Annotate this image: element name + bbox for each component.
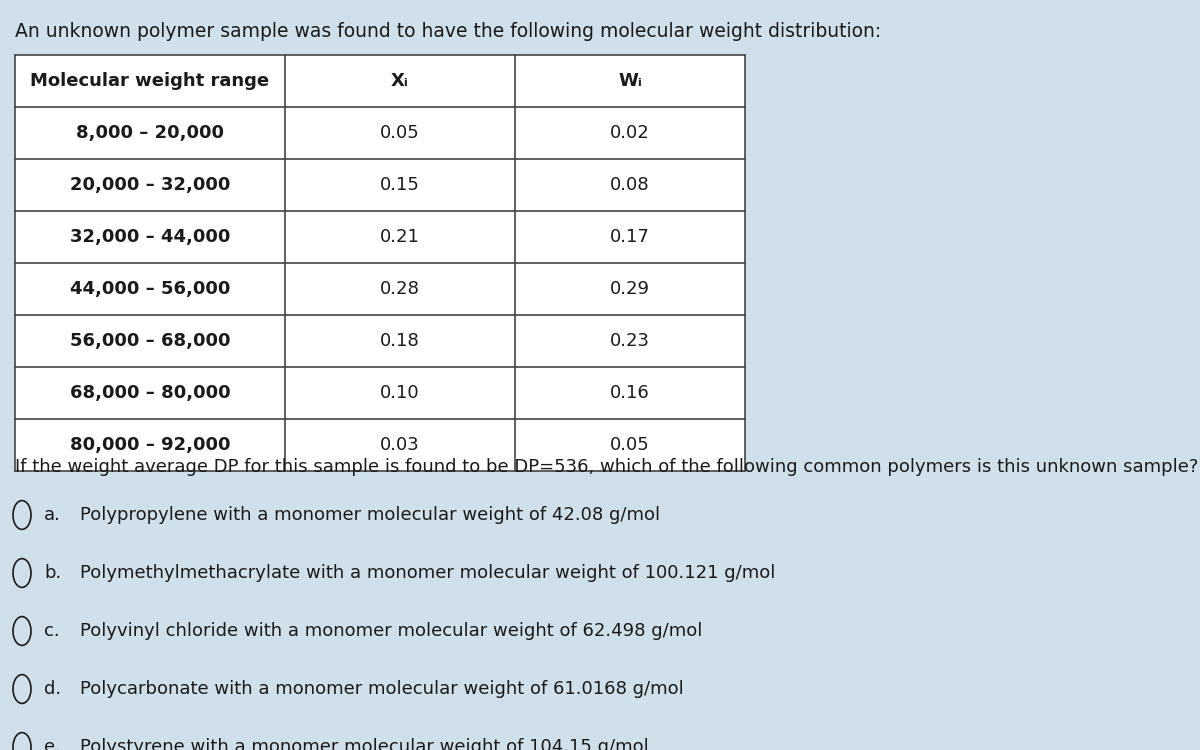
Text: a.: a. bbox=[44, 506, 61, 524]
Text: 0.03: 0.03 bbox=[380, 436, 420, 454]
Text: Polycarbonate with a monomer molecular weight of 61.0168 g/mol: Polycarbonate with a monomer molecular w… bbox=[80, 680, 684, 698]
Text: An unknown polymer sample was found to have the following molecular weight distr: An unknown polymer sample was found to h… bbox=[14, 22, 881, 41]
Text: 0.28: 0.28 bbox=[380, 280, 420, 298]
Text: Molecular weight range: Molecular weight range bbox=[30, 72, 270, 90]
Text: 0.08: 0.08 bbox=[610, 176, 650, 194]
Text: 0.21: 0.21 bbox=[380, 228, 420, 246]
Text: Polystyrene with a monomer molecular weight of 104.15 g/mol: Polystyrene with a monomer molecular wei… bbox=[80, 738, 649, 750]
Text: 0.23: 0.23 bbox=[610, 332, 650, 350]
Text: 32,000 – 44,000: 32,000 – 44,000 bbox=[70, 228, 230, 246]
Text: c.: c. bbox=[44, 622, 60, 640]
Text: Polypropylene with a monomer molecular weight of 42.08 g/mol: Polypropylene with a monomer molecular w… bbox=[80, 506, 660, 524]
Text: 0.10: 0.10 bbox=[380, 384, 420, 402]
Text: Polymethylmethacrylate with a monomer molecular weight of 100.121 g/mol: Polymethylmethacrylate with a monomer mo… bbox=[80, 564, 775, 582]
Text: 0.16: 0.16 bbox=[610, 384, 650, 402]
Text: 0.29: 0.29 bbox=[610, 280, 650, 298]
Text: 56,000 – 68,000: 56,000 – 68,000 bbox=[70, 332, 230, 350]
Text: 68,000 – 80,000: 68,000 – 80,000 bbox=[70, 384, 230, 402]
Text: 0.05: 0.05 bbox=[610, 436, 650, 454]
Text: 8,000 – 20,000: 8,000 – 20,000 bbox=[76, 124, 224, 142]
Text: 0.17: 0.17 bbox=[610, 228, 650, 246]
Text: b.: b. bbox=[44, 564, 61, 582]
Text: d.: d. bbox=[44, 680, 61, 698]
Text: 0.02: 0.02 bbox=[610, 124, 650, 142]
Text: e.: e. bbox=[44, 738, 61, 750]
Text: Xᵢ: Xᵢ bbox=[391, 72, 409, 90]
Text: 80,000 – 92,000: 80,000 – 92,000 bbox=[70, 436, 230, 454]
Text: 0.15: 0.15 bbox=[380, 176, 420, 194]
Text: If the weight average DP for this sample is found to be DP=536, which of the fol: If the weight average DP for this sample… bbox=[14, 458, 1199, 476]
Text: 0.05: 0.05 bbox=[380, 124, 420, 142]
Text: 44,000 – 56,000: 44,000 – 56,000 bbox=[70, 280, 230, 298]
Text: 20,000 – 32,000: 20,000 – 32,000 bbox=[70, 176, 230, 194]
Text: 0.18: 0.18 bbox=[380, 332, 420, 350]
Bar bbox=[14, 55, 745, 471]
Text: Wᵢ: Wᵢ bbox=[618, 72, 642, 90]
Text: Polyvinyl chloride with a monomer molecular weight of 62.498 g/mol: Polyvinyl chloride with a monomer molecu… bbox=[80, 622, 702, 640]
